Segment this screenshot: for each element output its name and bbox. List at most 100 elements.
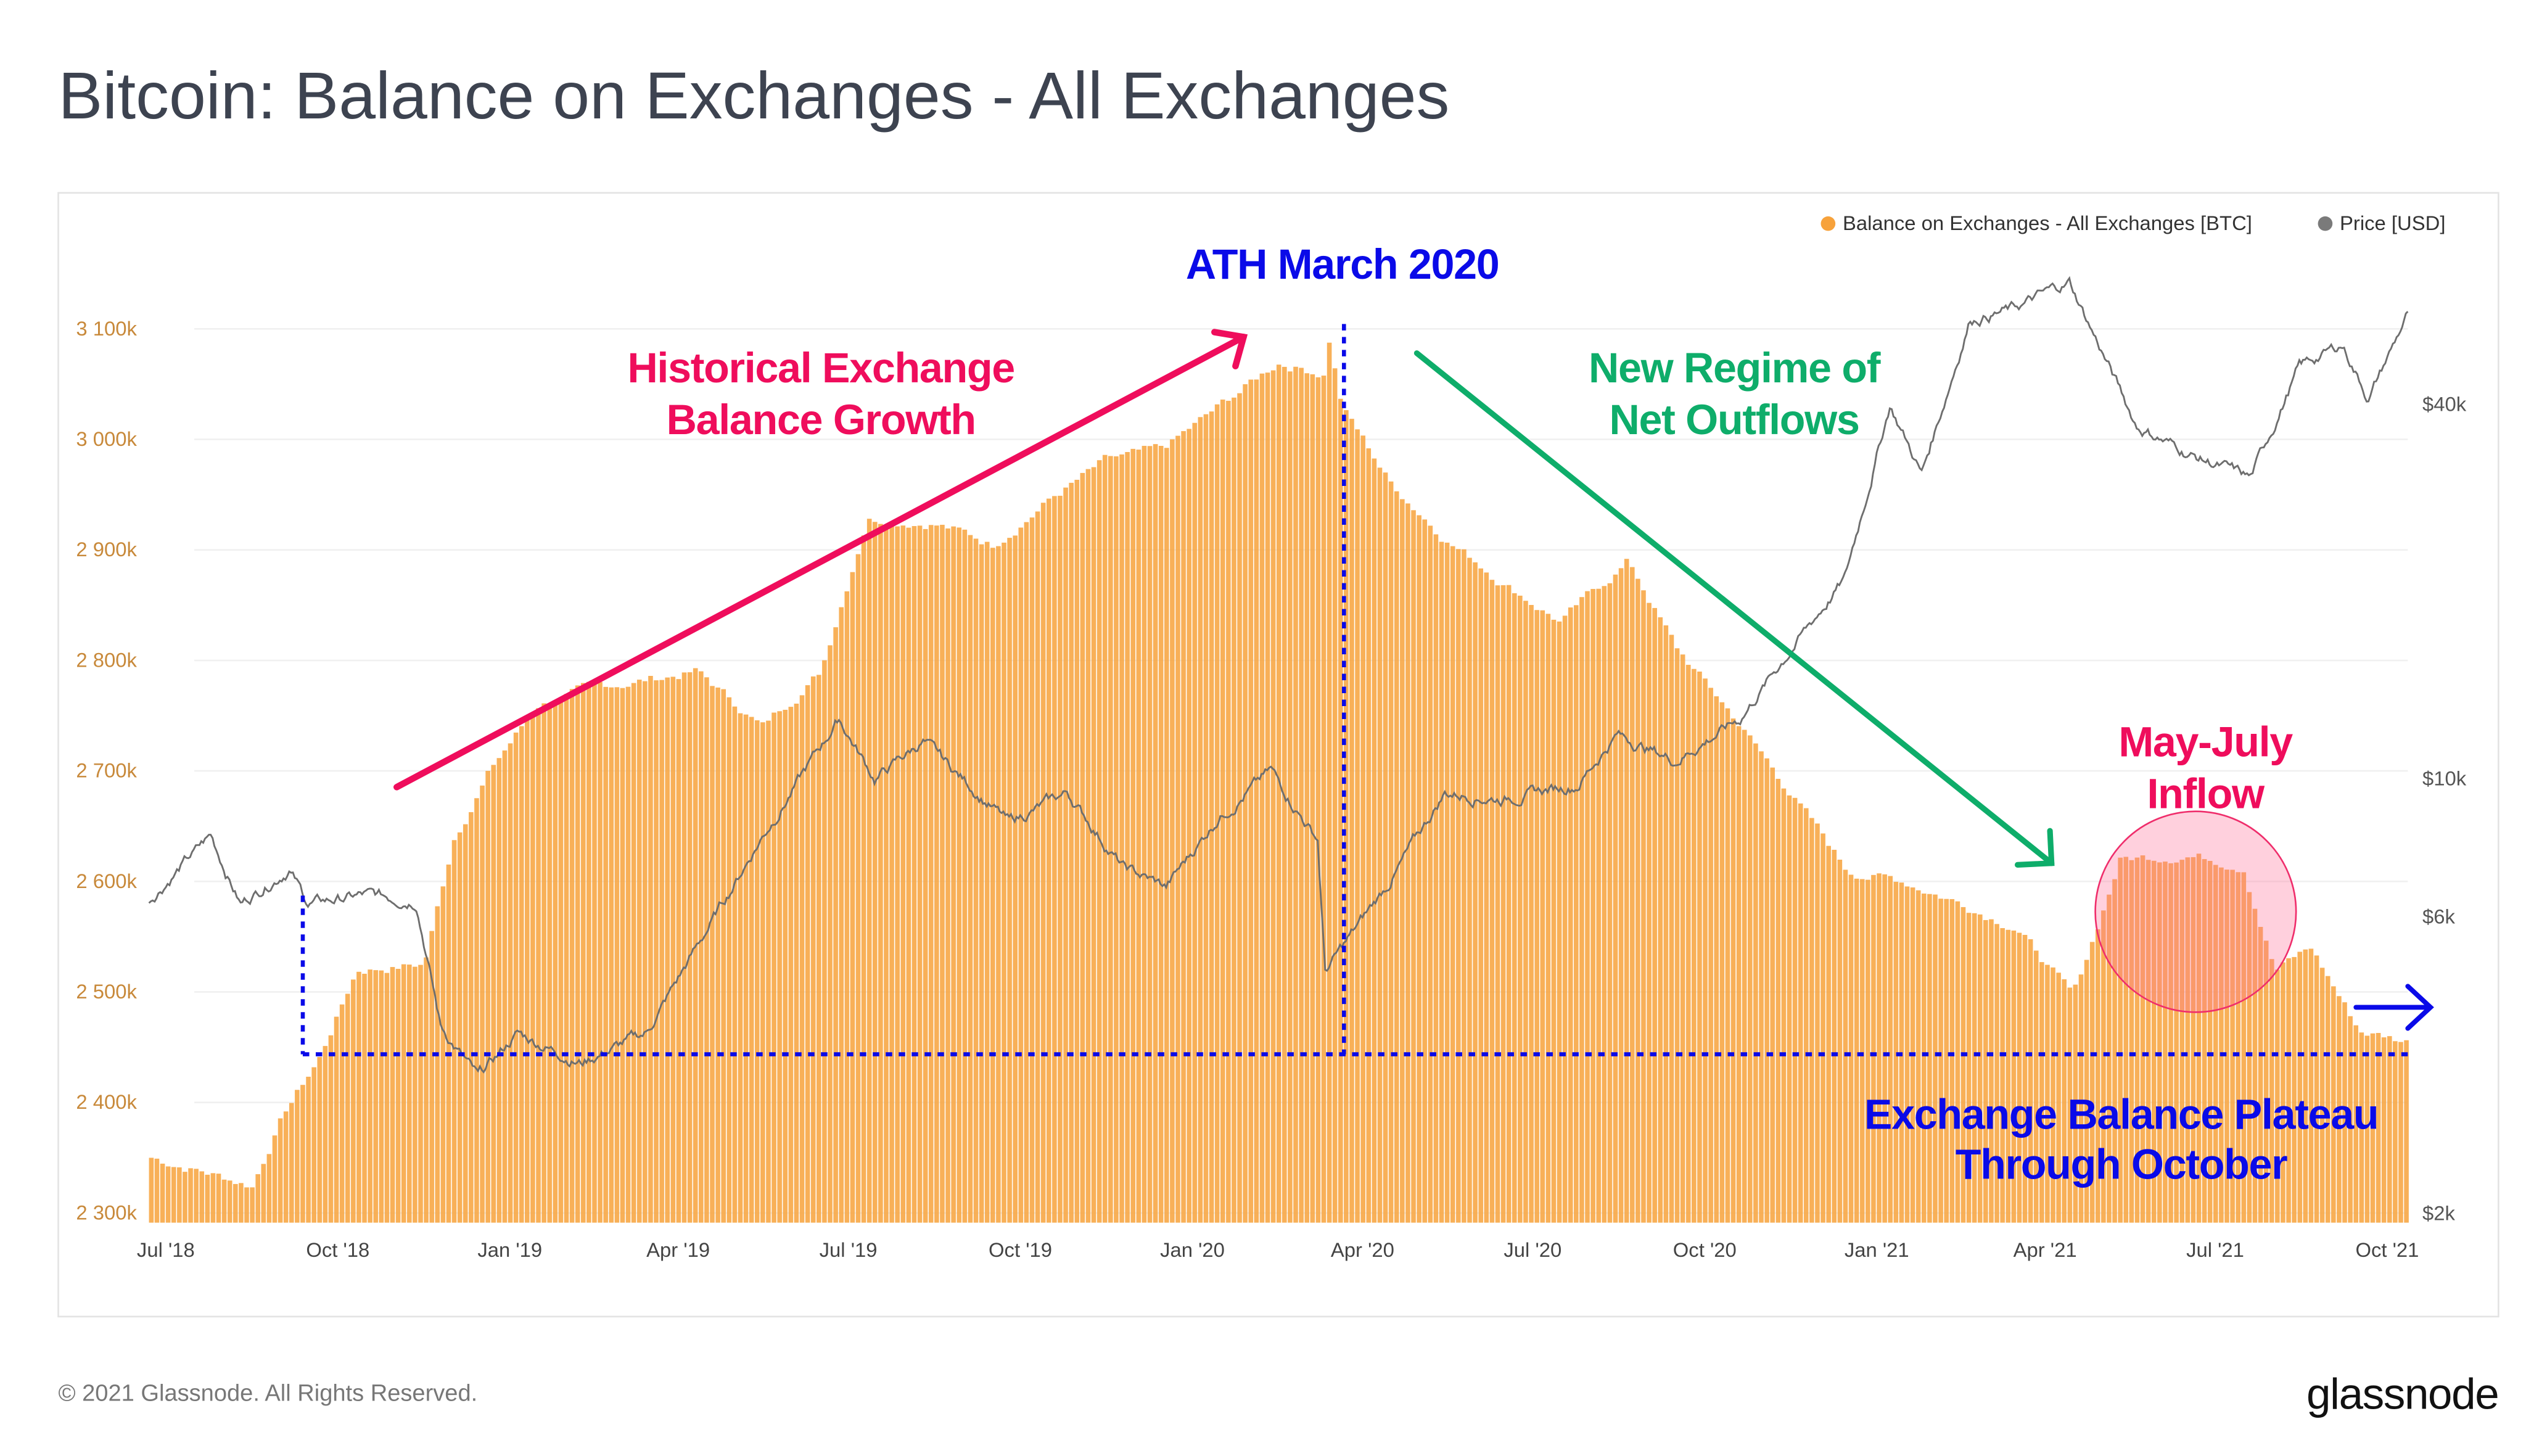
balance-bar bbox=[1147, 446, 1153, 1223]
legend-balance-label[interactable]: Balance on Exchanges - All Exchanges [BT… bbox=[1843, 212, 2252, 234]
balance-bar bbox=[356, 971, 361, 1223]
balance-bar bbox=[575, 685, 580, 1223]
balance-bar bbox=[2196, 853, 2202, 1223]
balance-bar bbox=[710, 686, 715, 1223]
balance-bar bbox=[715, 687, 720, 1223]
balance-bar bbox=[1877, 873, 1882, 1223]
balance-bar bbox=[962, 529, 968, 1223]
balance-bar bbox=[951, 526, 956, 1223]
balance-bar bbox=[278, 1118, 283, 1223]
balance-bar bbox=[1467, 557, 1472, 1223]
balance-bar bbox=[828, 645, 833, 1223]
balance-bar bbox=[884, 527, 889, 1223]
balance-bar bbox=[1938, 899, 1943, 1223]
legend[interactable]: Balance on Exchanges - All Exchanges [BT… bbox=[1820, 212, 2446, 234]
x-tick-label: Jul '19 bbox=[820, 1238, 878, 1261]
balance-bar bbox=[1635, 578, 1640, 1223]
balance-bar bbox=[743, 714, 749, 1223]
balance-bar bbox=[1063, 487, 1068, 1223]
balance-bar bbox=[1692, 668, 1697, 1223]
balance-bar bbox=[194, 1169, 199, 1223]
balance-bar bbox=[1114, 456, 1119, 1223]
balance-bar bbox=[2112, 879, 2117, 1223]
balance-bar bbox=[491, 765, 496, 1223]
legend-price-dot bbox=[2318, 216, 2333, 231]
balance-bar bbox=[1248, 379, 1254, 1223]
balance-bar bbox=[783, 709, 788, 1223]
balance-bar bbox=[480, 785, 485, 1223]
balance-bar bbox=[1394, 491, 1399, 1223]
balance-bar bbox=[199, 1171, 205, 1223]
balance-bar bbox=[1703, 678, 1708, 1223]
balance-bar bbox=[1882, 874, 1887, 1223]
balance-bar bbox=[609, 687, 614, 1223]
balance-bar bbox=[1641, 590, 1646, 1223]
plateau-arrow bbox=[2353, 984, 2434, 1031]
balance-bar bbox=[592, 681, 597, 1223]
growth-label-line2: Balance Growth bbox=[667, 397, 976, 443]
balance-bar bbox=[2185, 857, 2191, 1223]
balance-bar bbox=[2275, 969, 2280, 1223]
balance-bar bbox=[306, 1076, 311, 1223]
y-left-tick-label: 2 300k bbox=[76, 1201, 137, 1224]
balance-bar bbox=[833, 627, 838, 1223]
balance-bar bbox=[2073, 984, 2078, 1223]
balance-bar bbox=[221, 1179, 227, 1223]
balance-bar bbox=[2045, 964, 2050, 1223]
balance-bar bbox=[1534, 610, 1539, 1223]
balance-bar bbox=[760, 722, 765, 1223]
balance-bar bbox=[2286, 958, 2291, 1223]
balance-bar bbox=[255, 1174, 261, 1223]
balance-bar bbox=[1680, 654, 1685, 1223]
balance-bar bbox=[2393, 1041, 2398, 1223]
balance-bar bbox=[2292, 956, 2297, 1223]
price-line bbox=[148, 276, 2409, 1074]
balance-bar bbox=[794, 703, 799, 1223]
balance-bar bbox=[1685, 665, 1691, 1223]
balance-bar bbox=[334, 1016, 339, 1223]
y-left-tick-label: 2 500k bbox=[76, 980, 137, 1003]
balance-bar bbox=[1714, 696, 1719, 1223]
balance-bar bbox=[721, 689, 726, 1223]
x-tick-label: Apr '20 bbox=[1331, 1238, 1394, 1261]
balance-bar bbox=[525, 719, 530, 1223]
balance-bar bbox=[1411, 510, 1416, 1223]
balance-bar bbox=[2381, 1037, 2387, 1223]
balance-bar bbox=[1085, 469, 1091, 1223]
balance-bar bbox=[1747, 735, 1753, 1223]
balance-bar bbox=[1433, 534, 1439, 1223]
balance-bar bbox=[1590, 589, 1595, 1223]
balance-bar bbox=[2051, 967, 2055, 1223]
balance-bar bbox=[1832, 849, 1837, 1223]
balance-bar bbox=[1338, 398, 1343, 1223]
balance-bar bbox=[547, 705, 553, 1223]
balance-bar bbox=[1136, 450, 1142, 1223]
balance-bar bbox=[395, 969, 401, 1223]
balance-bar bbox=[1187, 429, 1191, 1223]
balance-bar bbox=[1259, 373, 1265, 1223]
balance-bar bbox=[1629, 567, 1635, 1223]
balance-bar bbox=[1759, 751, 1764, 1223]
balance-bar bbox=[754, 720, 760, 1223]
balance-bar bbox=[171, 1167, 176, 1223]
balance-bar bbox=[1265, 372, 1270, 1223]
balance-bar bbox=[2022, 934, 2028, 1223]
balance-bar bbox=[681, 672, 687, 1223]
balance-bar bbox=[2084, 960, 2089, 1223]
balance-bar bbox=[1848, 874, 1854, 1223]
balance-bar bbox=[2404, 1040, 2409, 1223]
balance-bar bbox=[788, 707, 794, 1223]
balance-bar bbox=[1181, 431, 1186, 1223]
balance-bar bbox=[440, 886, 446, 1223]
legend-price-label[interactable]: Price [USD] bbox=[2340, 212, 2445, 234]
balance-bar bbox=[844, 591, 850, 1223]
balance-bar bbox=[1518, 595, 1523, 1223]
balance-bar bbox=[1545, 614, 1551, 1223]
balance-bar bbox=[777, 711, 782, 1223]
balance-bar bbox=[1562, 615, 1568, 1223]
balance-bar bbox=[1069, 482, 1074, 1223]
balance-bar bbox=[2011, 930, 2017, 1223]
balance-bar bbox=[1170, 439, 1175, 1223]
balance-bar bbox=[2252, 908, 2258, 1223]
